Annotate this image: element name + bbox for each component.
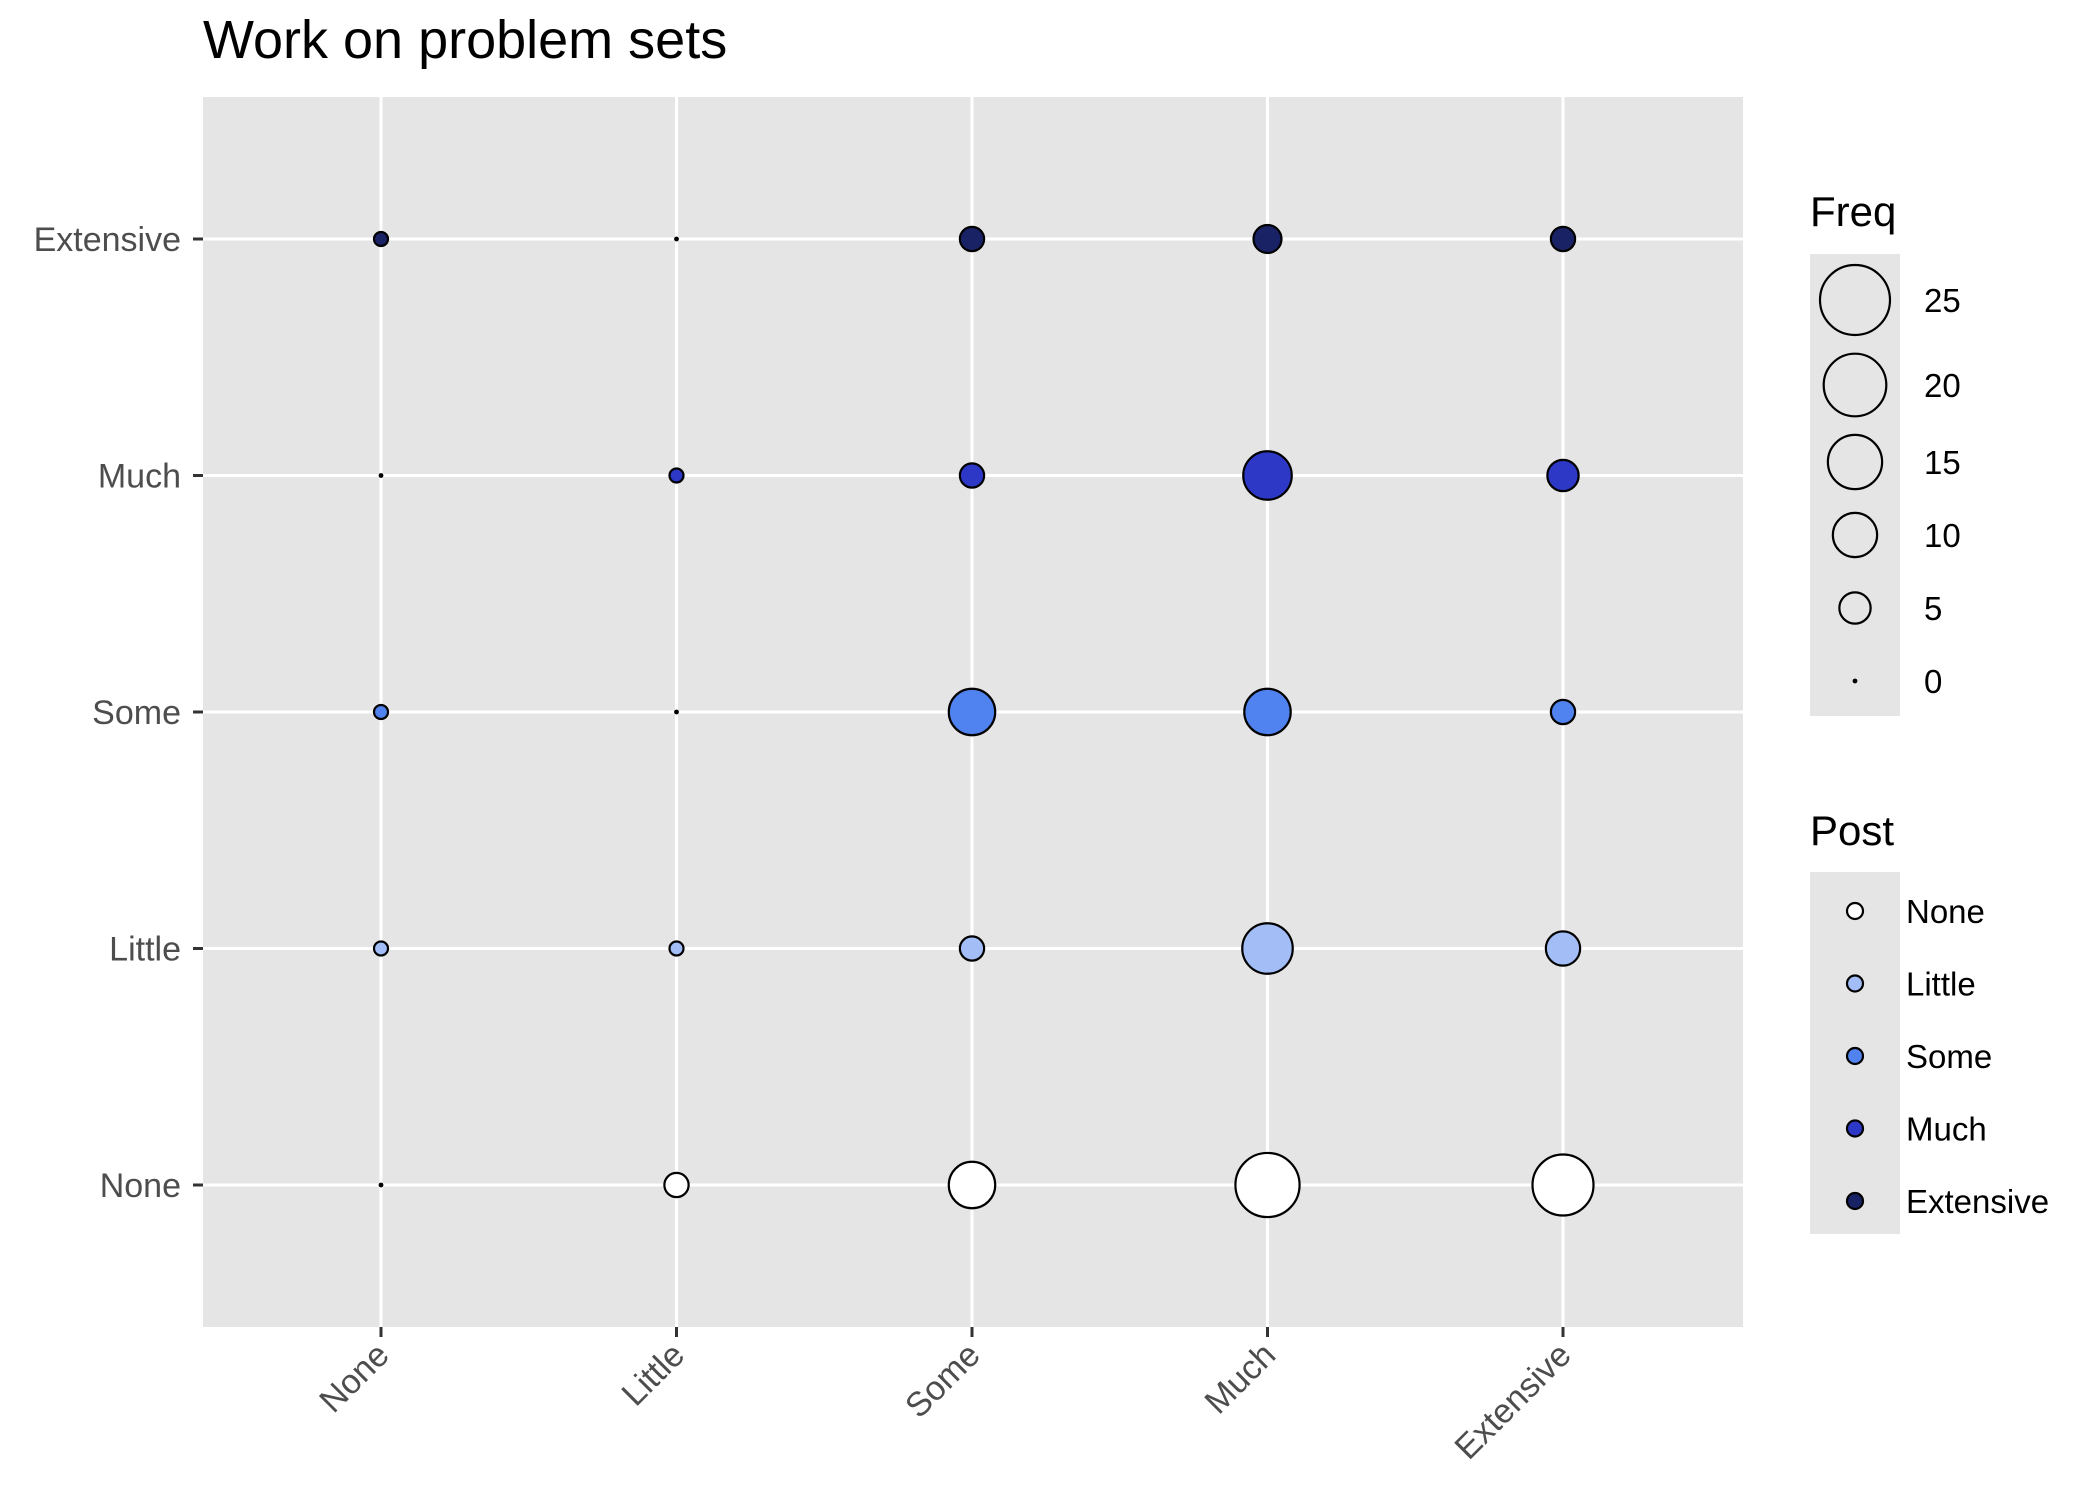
point-much-none bbox=[378, 473, 384, 478]
post-legend-title: Post bbox=[1810, 807, 1894, 854]
point-little-extensive bbox=[1544, 930, 1582, 967]
freq-legend-key-15 bbox=[1826, 433, 1884, 491]
data-points bbox=[372, 223, 1595, 1219]
chart-title: Work on problem sets bbox=[203, 10, 727, 70]
point-much-extensive bbox=[1546, 458, 1580, 493]
point-much-little bbox=[668, 467, 685, 484]
point-some-little bbox=[674, 709, 679, 715]
freq-legend-title: Freq bbox=[1810, 188, 1896, 235]
post-legend-label-little: Little bbox=[1906, 966, 1976, 1003]
point-some-some bbox=[947, 687, 997, 737]
point-some-much bbox=[1243, 687, 1292, 737]
freq-legend-label-10: 10 bbox=[1924, 517, 1961, 554]
y-tick-label-none: None bbox=[100, 1167, 181, 1205]
point-extensive-none bbox=[372, 230, 390, 248]
point-extensive-extensive bbox=[1549, 225, 1577, 253]
freq-legend-key-25 bbox=[1818, 263, 1892, 337]
y-tick-label-extensive: Extensive bbox=[34, 221, 181, 259]
point-none-little bbox=[663, 1171, 690, 1199]
point-extensive-much bbox=[1252, 223, 1283, 255]
point-little-none bbox=[372, 940, 390, 957]
post-legend-key-extensive bbox=[1845, 1191, 1865, 1211]
y-tick-label-much: Much bbox=[98, 458, 181, 496]
point-extensive-some bbox=[958, 225, 986, 253]
freq-legend-key-20 bbox=[1822, 352, 1888, 418]
x-tick-label-little: Little bbox=[614, 1336, 692, 1414]
x-tick-label-much: Much bbox=[1197, 1336, 1283, 1422]
point-none-much bbox=[1234, 1151, 1301, 1219]
point-none-extensive bbox=[1531, 1153, 1595, 1217]
post-legend-key-little bbox=[1845, 974, 1865, 993]
point-little-some bbox=[958, 935, 986, 962]
freq-legend-label-5: 5 bbox=[1924, 590, 1942, 627]
point-some-extensive bbox=[1549, 698, 1577, 726]
point-much-some bbox=[958, 462, 986, 489]
point-much-much bbox=[1242, 450, 1293, 501]
post-legend: Post None Little Some Much Extensive bbox=[1810, 807, 2049, 1234]
freq-legend-label-20: 20 bbox=[1924, 367, 1961, 404]
y-tick-label-some: Some bbox=[92, 694, 181, 732]
freq-legend-label-0: 0 bbox=[1924, 663, 1942, 700]
freq-legend-label-25: 25 bbox=[1924, 282, 1961, 319]
freq-legend-key-10 bbox=[1831, 511, 1879, 559]
point-little-much bbox=[1241, 922, 1294, 975]
post-legend-key-some bbox=[1845, 1046, 1865, 1066]
y-tick-label-little: Little bbox=[109, 931, 181, 969]
freq-legend-key-0 bbox=[1852, 678, 1858, 684]
freq-legend: Freq 25 20 15 10 5 0 bbox=[1810, 188, 1961, 716]
point-none-none bbox=[378, 1182, 384, 1188]
x-tick-label-some: Some bbox=[898, 1336, 988, 1426]
freq-legend-key-5 bbox=[1838, 591, 1872, 625]
post-legend-key-much bbox=[1845, 1119, 1865, 1138]
post-legend-label-much: Much bbox=[1906, 1111, 1987, 1148]
point-some-none bbox=[372, 703, 390, 721]
point-none-some bbox=[947, 1160, 997, 1210]
freq-legend-label-15: 15 bbox=[1924, 444, 1961, 481]
x-tick-label-extensive: Extensive bbox=[1448, 1336, 1579, 1467]
post-legend-label-some: Some bbox=[1906, 1038, 1992, 1075]
x-tick-label-none: None bbox=[312, 1336, 396, 1420]
point-extensive-little bbox=[674, 236, 679, 242]
post-legend-key-none bbox=[1845, 901, 1865, 921]
post-legend-label-none: None bbox=[1906, 893, 1985, 930]
point-little-little bbox=[668, 940, 685, 957]
post-legend-label-extensive: Extensive bbox=[1906, 1183, 2049, 1220]
